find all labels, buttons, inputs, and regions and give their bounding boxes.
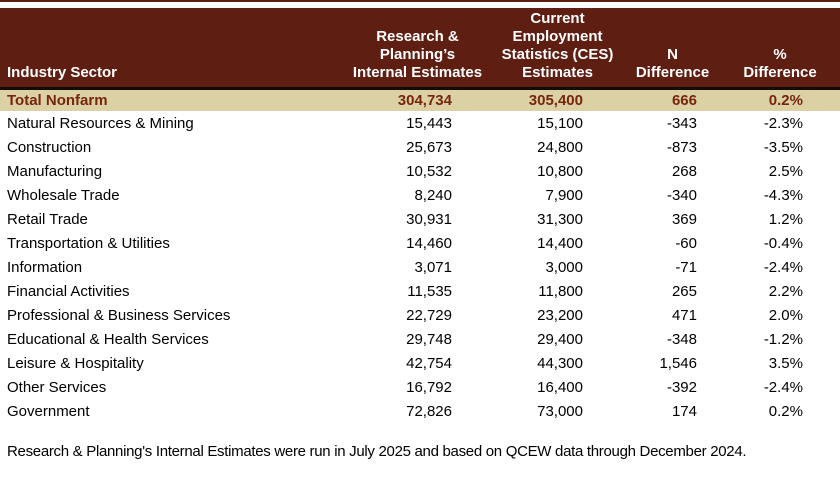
table-row: Wholesale Trade 8,240 7,900 -340 -4.3% <box>0 183 840 207</box>
internal-cell: 16,792 <box>406 378 452 396</box>
table-body: Total Nonfarm 304,734 305,400 666 0.2% N… <box>0 88 840 423</box>
table-header: Industry Sector Research & Planning’s In… <box>0 8 840 90</box>
ces-cell: 29,400 <box>537 330 583 348</box>
internal-cell: 42,754 <box>406 354 452 372</box>
internal-cell: 14,460 <box>406 234 452 252</box>
top-border-rule <box>0 0 840 2</box>
n-diff-cell: -873 <box>666 138 697 156</box>
table-row: Financial Activities 11,535 11,800 265 2.2% <box>0 279 840 303</box>
sector-cell: Natural Resources & Mining <box>7 114 194 132</box>
pct-diff-cell: -0.4% <box>763 234 803 252</box>
pct-diff-cell: -4.3% <box>763 186 803 204</box>
sector-cell: Total Nonfarm <box>0 88 345 111</box>
sector-cell: Retail Trade <box>7 210 88 228</box>
col-header-internal-estimates: Research & Planning’s Internal Estimates <box>345 8 490 90</box>
pct-diff-cell: 0.2% <box>720 88 840 111</box>
internal-cell: 30,931 <box>406 210 452 228</box>
n-diff-cell: 265 <box>671 282 697 300</box>
internal-cell: 11,535 <box>407 282 452 300</box>
internal-cell: 72,826 <box>406 402 452 420</box>
col-header-industry-sector: Industry Sector <box>0 8 345 90</box>
internal-cell: 3,071 <box>414 258 452 276</box>
pct-diff-cell: 3.5% <box>768 354 803 372</box>
table-row: Transportation & Utilities 14,460 14,400 -6… <box>0 231 840 255</box>
internal-cell: 22,729 <box>406 306 452 324</box>
pct-diff-cell: 2.0% <box>768 306 803 324</box>
table-row: Educational & Health Services 29,748 29,40… <box>0 327 840 351</box>
table-row: Natural Resources & Mining 15,443 15,100 -3… <box>0 111 840 135</box>
sector-cell: Transportation & Utilities <box>7 234 170 252</box>
col-header-n-difference: N Difference <box>625 8 720 90</box>
ces-cell: 24,800 <box>537 138 583 156</box>
sector-cell: Construction <box>7 138 92 156</box>
sector-cell: Information <box>7 258 83 276</box>
n-diff-cell: 369 <box>671 210 697 228</box>
ces-cell: 305,400 <box>490 88 625 111</box>
n-diff-cell: 1,546 <box>659 354 697 372</box>
sector-cell: Educational & Health Services <box>7 330 209 348</box>
internal-cell: 15,443 <box>406 114 452 132</box>
n-diff-cell: -60 <box>675 234 697 252</box>
table-row-total: Total Nonfarm 304,734 305,400 666 0.2% <box>0 88 840 111</box>
ces-cell: 23,200 <box>537 306 583 324</box>
ces-cell: 73,000 <box>537 402 583 420</box>
table-row: Construction 25,673 24,800 -873 -3.5% <box>0 135 840 159</box>
internal-cell: 8,240 <box>414 186 452 204</box>
sector-cell: Leisure & Hospitality <box>7 354 144 372</box>
n-diff-cell: -343 <box>666 114 697 132</box>
internal-cell: 10,532 <box>406 162 452 180</box>
pct-diff-cell: -3.5% <box>763 138 803 156</box>
employment-estimates-page: Industry Sector Research & Planning’s In… <box>0 0 840 460</box>
sector-cell: Other Services <box>7 378 107 396</box>
pct-diff-cell: -2.3% <box>763 114 803 132</box>
table-row: Information 3,071 3,000 -71 -2.4% <box>0 255 840 279</box>
table-row: Other Services 16,792 16,400 -392 -2.4% <box>0 375 840 399</box>
ces-cell: 7,900 <box>545 186 583 204</box>
sector-cell: Financial Activities <box>7 282 130 300</box>
table-row: Government 72,826 73,000 174 0.2% <box>0 399 840 423</box>
col-header-ces-estimates: Current Employment Statistics (CES) Esti… <box>490 8 625 90</box>
ces-cell: 10,800 <box>537 162 583 180</box>
header-row: Industry Sector Research & Planning’s In… <box>0 8 840 90</box>
pct-diff-cell: -1.2% <box>763 330 803 348</box>
n-diff-cell: 471 <box>671 306 697 324</box>
ces-cell: 16,400 <box>537 378 583 396</box>
sector-cell: Government <box>7 402 90 420</box>
n-diff-cell: 174 <box>671 402 697 420</box>
sector-cell: Wholesale Trade <box>7 186 120 204</box>
n-diff-cell: 666 <box>625 88 720 111</box>
internal-cell: 25,673 <box>406 138 452 156</box>
n-diff-cell: -392 <box>666 378 697 396</box>
table-row: Professional & Business Services 22,729 23… <box>0 303 840 327</box>
internal-cell: 304,734 <box>345 88 490 111</box>
pct-diff-cell: -2.4% <box>763 378 803 396</box>
n-diff-cell: -348 <box>666 330 697 348</box>
sector-cell: Manufacturing <box>7 162 103 180</box>
internal-cell: 29,748 <box>406 330 452 348</box>
table-row: Leisure & Hospitality 42,754 44,300 1,546 3.… <box>0 351 840 375</box>
table-row: Manufacturing 10,532 10,800 268 2.5% <box>0 159 840 183</box>
pct-diff-cell: 2.5% <box>768 162 803 180</box>
pct-diff-cell: 1.2% <box>768 210 803 228</box>
pct-diff-cell: 2.2% <box>768 282 803 300</box>
pct-diff-cell: -2.4% <box>763 258 803 276</box>
footnote: Research & Planning's Internal Estimates… <box>7 443 747 460</box>
table-row: Retail Trade 30,931 31,300 369 1.2% <box>0 207 840 231</box>
n-diff-cell: -71 <box>675 258 697 276</box>
n-diff-cell: 268 <box>671 162 697 180</box>
ces-cell: 11,800 <box>538 282 583 300</box>
sector-cell: Professional & Business Services <box>7 306 231 324</box>
ces-cell: 15,100 <box>537 114 583 132</box>
pct-diff-cell: 0.2% <box>768 402 803 420</box>
employment-estimates-table: Industry Sector Research & Planning’s In… <box>0 8 840 423</box>
ces-cell: 14,400 <box>537 234 583 252</box>
ces-cell: 31,300 <box>537 210 583 228</box>
ces-cell: 3,000 <box>545 258 583 276</box>
ces-cell: 44,300 <box>537 354 583 372</box>
n-diff-cell: -340 <box>666 186 697 204</box>
col-header-pct-difference: % Difference <box>720 8 840 90</box>
